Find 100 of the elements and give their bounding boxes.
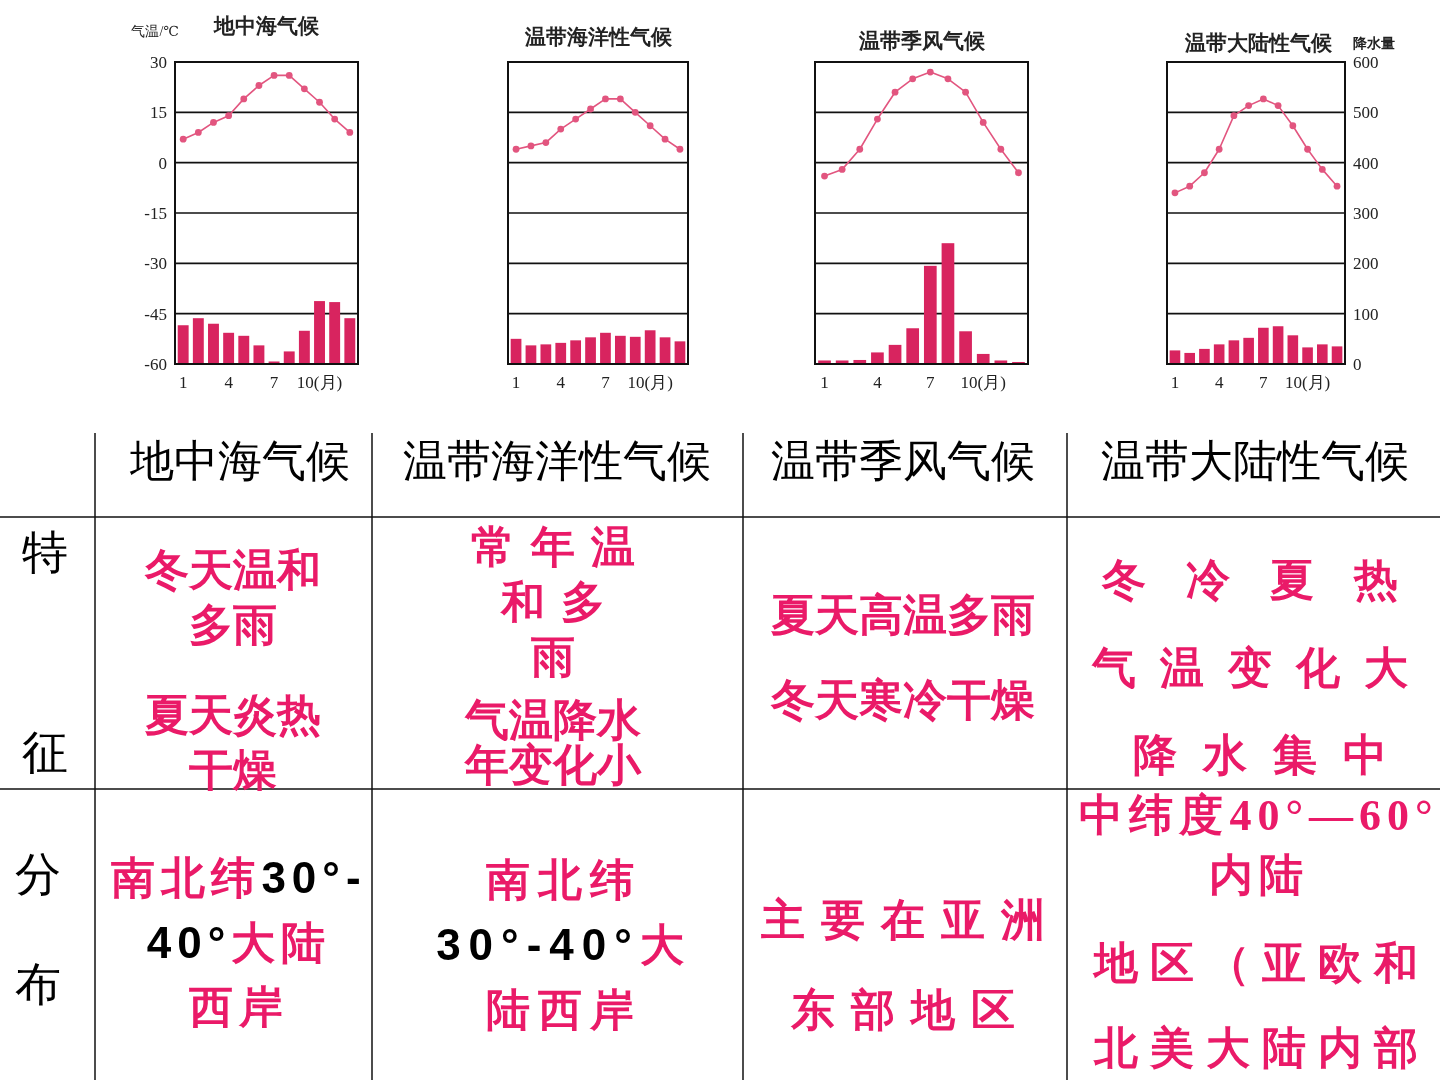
chart-title: 温带大陆性气候	[1183, 31, 1333, 55]
point	[527, 142, 535, 150]
bar	[1228, 340, 1240, 364]
text: 温带大陆性气候	[1101, 437, 1409, 486]
text: 地区（亚欧和北美大陆内部	[1092, 939, 1430, 1073]
y2-tick-label: 200	[1353, 254, 1379, 274]
point	[838, 165, 846, 173]
bar	[1258, 327, 1269, 364]
y-tick-label: 30	[150, 52, 167, 72]
x-tick-label: 10(月)	[296, 373, 343, 392]
y-tick-label: -30	[144, 254, 167, 274]
text: 地中海气候	[129, 437, 350, 486]
point	[1201, 169, 1208, 177]
chart-title: 地中海气候	[212, 14, 320, 38]
y2-tick-label: 300	[1353, 203, 1379, 223]
y-tick-label: -60	[144, 354, 167, 374]
point	[1230, 112, 1238, 120]
bar	[923, 265, 937, 364]
point	[557, 125, 565, 133]
point	[616, 95, 624, 103]
y2-tick-label: 400	[1353, 153, 1379, 173]
point	[962, 88, 969, 96]
bar	[1243, 337, 1254, 364]
bar	[208, 323, 219, 364]
x-tick-label: 7	[1259, 373, 1269, 392]
text: 主要在亚洲东部地区	[760, 896, 1061, 1035]
bar	[177, 325, 189, 364]
point	[979, 119, 987, 126]
point	[1215, 145, 1223, 153]
point	[1186, 182, 1194, 190]
y-tick-label: 0	[158, 153, 167, 173]
bar	[674, 341, 686, 364]
chart-title: 温带海洋性气候	[523, 25, 673, 49]
point	[542, 139, 550, 146]
bar	[614, 335, 626, 364]
point	[194, 129, 202, 136]
x-tick-label: 7	[269, 373, 279, 392]
text: 中纬度40°—60°内陆	[1079, 791, 1439, 900]
bar	[871, 352, 884, 364]
point	[676, 145, 684, 153]
text: 温带海洋性气候	[403, 437, 711, 486]
point	[944, 75, 952, 83]
bar	[1272, 326, 1284, 364]
point	[225, 112, 233, 120]
point	[926, 68, 934, 76]
point	[997, 145, 1005, 153]
point	[240, 95, 248, 103]
point	[346, 129, 354, 136]
bar	[644, 330, 656, 364]
text: 温带季风气候	[771, 437, 1035, 486]
x-tick-label: 4	[556, 373, 566, 392]
bar	[525, 345, 537, 364]
text: 特征	[22, 527, 68, 778]
bar	[223, 332, 235, 364]
x-tick-label: 1	[1170, 373, 1180, 392]
bar	[1169, 350, 1181, 364]
bar	[1199, 348, 1210, 364]
point	[270, 72, 278, 79]
point	[572, 115, 580, 123]
bar	[283, 351, 295, 364]
bar	[959, 331, 972, 364]
bar	[941, 243, 955, 364]
x-tick-label: 1	[178, 373, 188, 392]
point	[891, 88, 899, 96]
bar	[585, 337, 596, 364]
x-tick-label: 10(月)	[960, 373, 1006, 392]
bar	[1317, 344, 1328, 364]
text: 南北纬30°-40°大陆西岸	[111, 853, 367, 1032]
bar	[1302, 347, 1313, 364]
point	[1318, 165, 1326, 173]
point	[1245, 102, 1253, 110]
y2-tick-label: 500	[1353, 103, 1379, 123]
y-tick-label: -15	[144, 203, 167, 223]
text: 冬冷夏热	[1101, 556, 1438, 605]
bar	[314, 301, 325, 364]
y2-tick-label: 100	[1353, 304, 1379, 324]
point	[661, 135, 669, 143]
bar	[555, 342, 567, 364]
point	[874, 115, 881, 123]
bar	[629, 336, 641, 364]
bar	[329, 302, 341, 364]
point	[1015, 169, 1022, 177]
point	[856, 145, 864, 153]
y2-tick-label: 600	[1353, 52, 1379, 72]
text: 南北纬30°-40°大陆西岸	[436, 856, 692, 1035]
x-tick-label: 4	[873, 373, 883, 392]
point	[602, 95, 609, 103]
point	[255, 82, 263, 89]
text: 夏天高温多雨	[771, 591, 1035, 640]
bar	[1331, 346, 1343, 364]
point	[179, 135, 187, 143]
text: 气温降水年变化小	[464, 696, 642, 790]
x-tick-label: 1	[511, 373, 521, 392]
text: 常年温和多雨	[471, 523, 651, 682]
bar	[1287, 335, 1299, 364]
text: 冬天寒冷干燥	[770, 676, 1035, 725]
text: 冬天温和多雨	[144, 546, 321, 650]
bar	[1184, 352, 1195, 364]
bar	[906, 328, 920, 364]
x-tick-label: 4	[1214, 373, 1224, 392]
